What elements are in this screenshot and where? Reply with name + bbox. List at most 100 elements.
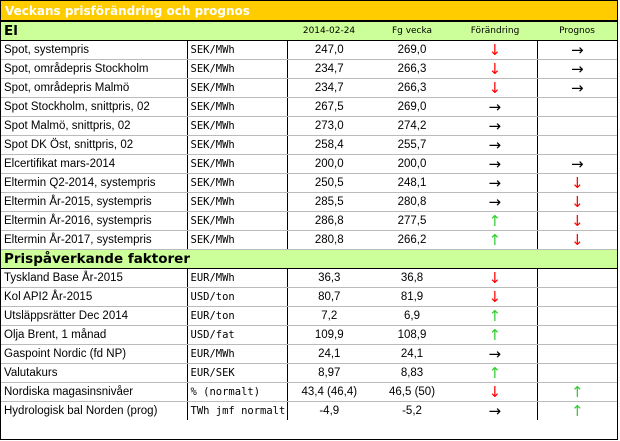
row-current-value: 234,7 — [286, 59, 372, 79]
header-prev-week: Fg vecka — [371, 21, 454, 41]
price-table: El 2014-02-24 Fg vecka Förändring Prognos Spo… — [1, 21, 618, 421]
section-title: El — [1, 21, 288, 41]
row-change: → — [453, 116, 538, 136]
table-row: Spot, systempris SEK/MWh 247,0 269,0 ↓ → — [1, 40, 618, 60]
row-forecast: → — [536, 78, 618, 98]
table-row: Tyskland Base År-2015 EUR/MWh 36,3 36,8 ↓ — [1, 268, 618, 288]
row-previous-value: 269,0 — [371, 40, 454, 60]
row-change: ↓ — [453, 382, 538, 402]
row-change: → — [453, 344, 538, 364]
arrow-down-icon: ↓ — [488, 288, 502, 306]
table-row: Utsläppsrätter Dec 2014 EUR/ton 7,2 6,9 ↑ — [1, 306, 618, 326]
arrow-right-icon: → — [488, 402, 502, 421]
arrow-right-icon: → — [570, 60, 584, 78]
row-change: ↑ — [453, 325, 538, 345]
row-unit: EUR/MWh — [186, 268, 288, 288]
row-unit: USD/ton — [186, 287, 288, 307]
row-change: → — [453, 97, 538, 117]
row-name: Spot DK Öst, snittpris, 02 — [1, 135, 187, 155]
row-forecast: → — [536, 154, 618, 174]
row-forecast: ↓ — [536, 173, 618, 193]
row-unit: SEK/MWh — [186, 59, 288, 79]
row-unit: % (normalt) — [186, 382, 288, 402]
row-forecast: ↓ — [536, 230, 618, 250]
row-name: Spot, områdepris Malmö — [1, 78, 187, 98]
arrow-down-icon: ↓ — [488, 41, 502, 59]
arrow-down-icon: ↓ — [570, 174, 584, 192]
row-forecast — [536, 268, 618, 288]
row-forecast — [536, 325, 618, 345]
table-row: Spot Stockholm, snittpris, 02 SEK/MWh 267,… — [1, 97, 618, 117]
row-previous-value: 280,8 — [371, 192, 454, 212]
row-change: ↑ — [453, 306, 538, 326]
arrow-right-icon: → — [488, 136, 502, 154]
row-change: ↑ — [453, 211, 538, 231]
section-header: Prispåverkande faktorer — [1, 249, 618, 269]
header-date: 2014-02-24 — [287, 21, 372, 41]
row-name: Olja Brent, 1 månad — [1, 325, 187, 345]
table-row: Eltermin År-2017, systempris SEK/MWh 280,8… — [1, 230, 618, 250]
header-change: Förändring — [453, 21, 538, 41]
row-unit: SEK/MWh — [186, 116, 288, 136]
arrow-down-icon: ↓ — [488, 269, 502, 287]
table-row: Eltermin Q2-2014, systempris SEK/MWh 250,5… — [1, 173, 618, 193]
arrow-right-icon: → — [488, 117, 502, 135]
row-current-value: 280,8 — [286, 230, 372, 250]
row-name: Spot, områdepris Stockholm — [1, 59, 187, 79]
row-name: Tyskland Base År-2015 — [1, 268, 187, 288]
arrow-right-icon: → — [570, 79, 584, 97]
row-forecast — [536, 306, 618, 326]
row-forecast: ↑ — [536, 401, 618, 421]
row-previous-value: 46,5 (50) — [371, 382, 454, 402]
row-unit: SEK/MWh — [186, 135, 288, 155]
row-name: Hydrologisk bal Norden (prog) — [4, 405, 158, 418]
row-change: → — [453, 173, 538, 193]
row-current-value: 7,2 — [286, 306, 372, 326]
row-previous-value: 108,9 — [371, 325, 454, 345]
row-change: → — [453, 192, 538, 212]
row-forecast — [536, 344, 618, 364]
row-current-value: 200,0 — [286, 154, 372, 174]
row-forecast: ↓ — [536, 211, 618, 231]
row-name: Gaspoint Nordic (fd NP) — [1, 344, 187, 364]
row-change: → — [453, 154, 538, 174]
row-change: → — [453, 402, 537, 421]
row-unit: SEK/MWh — [186, 192, 288, 212]
arrow-up-icon: ↑ — [488, 231, 502, 249]
row-current-value: -4,9 — [286, 401, 372, 421]
row-unit: TWh jmf normalt — [186, 401, 288, 421]
row-current-value: 250,5 — [286, 173, 372, 193]
row-name: Spot, systempris — [1, 40, 187, 60]
arrow-right-icon: → — [488, 155, 502, 173]
arrow-up-icon: ↑ — [488, 364, 502, 382]
row-forecast — [536, 116, 618, 136]
row-name: Eltermin År-2015, systempris — [1, 192, 187, 212]
row-current-value: 8,97 — [286, 363, 372, 383]
row-current-value: 109,9 — [286, 325, 372, 345]
table-row: Spot, områdepris Stockholm SEK/MWh 234,7 26… — [1, 59, 618, 79]
row-name: Spot Malmö, snittpris, 02 — [1, 116, 187, 136]
arrow-up-icon: ↑ — [488, 212, 502, 230]
row-forecast: → — [536, 40, 618, 60]
table-row: Hydrologisk bal Norden (prog) TWh jmf nor… — [1, 401, 618, 421]
row-name: Utsläppsrätter Dec 2014 — [1, 306, 187, 326]
row-name: Valutakurs — [1, 363, 187, 383]
row-name: Eltermin År-2016, systempris — [1, 211, 187, 231]
row-name: Kol API2 År-2015 — [1, 287, 187, 307]
row-previous-value: 36,8 — [371, 268, 454, 288]
row-forecast: ↓ — [536, 192, 618, 212]
row-name: Nordiska magasinsnivåer — [1, 382, 187, 402]
row-unit: USD/fat — [186, 325, 288, 345]
row-current-value: 43,4 (46,4) — [286, 382, 372, 402]
row-previous-value: 6,9 — [371, 306, 454, 326]
row-forecast — [536, 363, 618, 383]
table-row: Spot, områdepris Malmö SEK/MWh 234,7 266,3 ↓… — [1, 78, 618, 98]
arrow-down-icon: ↓ — [488, 79, 502, 97]
row-previous-value: 24,1 — [371, 344, 454, 364]
arrow-up-icon: ↑ — [570, 383, 584, 401]
report-title: Veckans prisförändring och prognos — [1, 1, 617, 21]
section-title: Prispåverkande faktorer — [1, 249, 618, 269]
row-unit: SEK/MWh — [186, 211, 288, 231]
table-row: Olja Brent, 1 månad USD/fat 109,9 108,9 ↑ — [1, 325, 618, 345]
arrow-down-icon: ↓ — [570, 231, 584, 249]
